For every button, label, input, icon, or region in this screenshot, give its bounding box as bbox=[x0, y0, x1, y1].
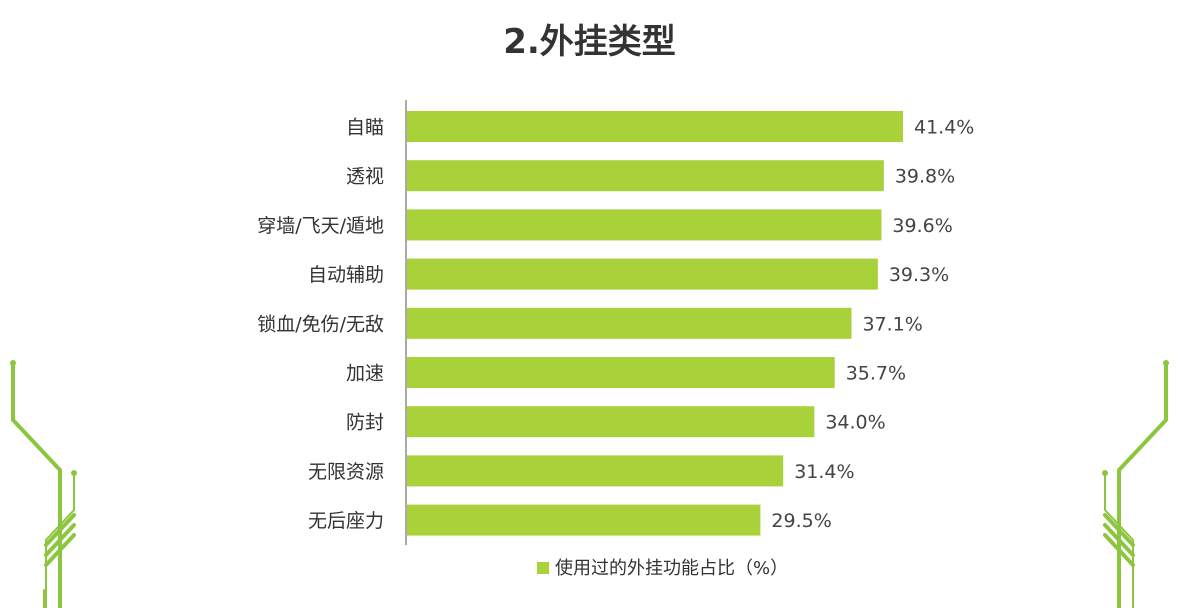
data-label: 31.4% bbox=[794, 461, 854, 483]
bar-7 bbox=[407, 455, 784, 487]
data-label: 41.4% bbox=[914, 117, 974, 139]
bar-1 bbox=[407, 160, 884, 192]
bar-3 bbox=[407, 258, 878, 290]
chart-title: 2.外挂类型 bbox=[503, 22, 676, 62]
bar-8 bbox=[407, 504, 761, 536]
category-label: 透视 bbox=[346, 166, 384, 188]
data-label: 34.0% bbox=[825, 412, 885, 434]
category-label: 无限资源 bbox=[308, 461, 384, 483]
bar-0 bbox=[407, 111, 903, 142]
bar-5 bbox=[407, 357, 835, 388]
category-label: 防封 bbox=[346, 412, 384, 434]
data-label: 35.7% bbox=[846, 363, 906, 385]
bar-4 bbox=[407, 307, 852, 339]
legend-label: 使用过的外挂功能占比（%） bbox=[555, 558, 788, 579]
category-label: 无后座力 bbox=[308, 510, 384, 532]
data-label: 29.5% bbox=[771, 510, 831, 532]
bar-2 bbox=[407, 209, 882, 241]
data-label: 39.3% bbox=[889, 264, 949, 286]
category-label: 自动辅助 bbox=[308, 264, 384, 286]
category-label: 自瞄 bbox=[346, 117, 384, 139]
data-label: 39.6% bbox=[892, 215, 952, 237]
legend: 使用过的外挂功能占比（%） bbox=[537, 558, 788, 579]
category-label: 锁血/免伤/无敌 bbox=[257, 313, 384, 335]
data-label: 37.1% bbox=[862, 313, 922, 335]
category-label: 穿墙/飞天/遁地 bbox=[257, 215, 384, 237]
legend-swatch bbox=[537, 562, 549, 574]
bar-6 bbox=[407, 406, 815, 438]
data-label: 39.8% bbox=[895, 166, 955, 188]
category-label: 加速 bbox=[346, 363, 384, 385]
